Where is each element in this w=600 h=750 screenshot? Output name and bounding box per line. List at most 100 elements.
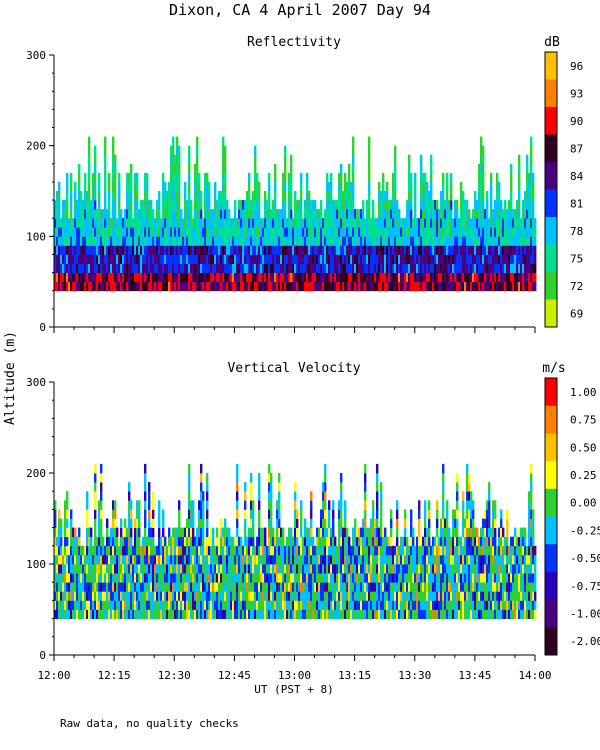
data-cell [302, 245, 305, 255]
data-cell [178, 564, 181, 574]
data-cell [282, 573, 285, 583]
data-cell [212, 245, 215, 255]
data-cell [292, 281, 295, 292]
data-cell [344, 191, 347, 201]
data-cell [116, 545, 119, 556]
data-cell [258, 527, 261, 538]
data-cell [344, 500, 347, 510]
data-cell [56, 582, 59, 592]
data-cell [420, 200, 423, 210]
data-cell [70, 527, 73, 538]
data-cell [274, 545, 277, 556]
data-cell [182, 272, 185, 283]
data-cell [200, 227, 203, 237]
data-cell [366, 263, 369, 273]
data-cell [96, 236, 99, 246]
data-cell [152, 272, 155, 283]
data-cell [268, 227, 271, 237]
data-cell [382, 218, 385, 228]
data-cell [312, 582, 315, 592]
data-cell [120, 281, 123, 292]
data-cell [222, 245, 225, 255]
data-cell [314, 245, 317, 255]
data-cell [148, 545, 151, 556]
data-cell [108, 600, 111, 610]
data-cell [102, 573, 105, 583]
data-cell [140, 218, 143, 228]
data-cell [60, 545, 63, 556]
data-cell [152, 573, 155, 583]
data-cell [198, 181, 201, 192]
data-cell [272, 263, 275, 273]
data-cell [156, 609, 159, 619]
data-cell [126, 227, 129, 237]
data-cell [172, 591, 175, 601]
data-cell [222, 218, 225, 228]
data-cell [274, 272, 277, 283]
data-cell [228, 236, 231, 246]
data-cell [144, 573, 147, 583]
data-cell [260, 609, 263, 619]
data-cell [304, 209, 307, 219]
data-cell [490, 191, 493, 201]
data-cell [78, 245, 81, 255]
data-cell [178, 281, 181, 292]
data-cell [404, 609, 407, 619]
data-cell [214, 281, 217, 292]
data-cell [232, 554, 235, 565]
data-cell [172, 172, 175, 183]
data-cell [478, 200, 481, 210]
data-cell [282, 236, 285, 246]
data-cell [272, 209, 275, 219]
data-cell [174, 281, 177, 292]
data-cell [98, 564, 101, 574]
data-cell [300, 573, 303, 583]
data-cell [260, 263, 263, 273]
data-cell [174, 200, 177, 210]
data-cell [134, 245, 137, 255]
data-cell [112, 500, 115, 510]
data-cell [108, 263, 111, 273]
data-cell [78, 263, 81, 273]
data-cell [236, 536, 239, 547]
data-cell [470, 218, 473, 228]
data-cell [238, 554, 241, 565]
data-cell [336, 564, 339, 574]
data-cell [164, 564, 167, 574]
data-cell [58, 254, 61, 264]
data-cell [478, 281, 481, 292]
data-cell [138, 272, 141, 283]
data-cell [364, 245, 367, 255]
data-cell [206, 609, 209, 619]
data-cell [332, 600, 335, 610]
data-cell [190, 254, 193, 264]
data-cell [80, 591, 83, 601]
data-cell [238, 564, 241, 574]
data-cell [66, 281, 69, 292]
data-cell [406, 573, 409, 583]
data-cell [338, 600, 341, 610]
data-cell [272, 236, 275, 246]
data-cell [134, 591, 137, 601]
data-cell [136, 536, 139, 547]
data-cell [302, 600, 305, 610]
data-cell [480, 145, 483, 156]
data-cell [442, 473, 445, 483]
data-cell [250, 263, 253, 273]
data-cell [200, 263, 203, 273]
data-cell [428, 564, 431, 574]
data-cell [202, 254, 205, 264]
data-cell [390, 527, 393, 538]
data-cell [310, 491, 313, 501]
data-cell [96, 591, 99, 601]
data-cell [246, 554, 249, 565]
data-cell [406, 591, 409, 601]
data-cell [162, 236, 165, 246]
data-cell [226, 227, 229, 237]
y-tick-label: 200 [26, 140, 46, 153]
data-cell [430, 591, 433, 601]
data-cell [406, 200, 409, 210]
data-cell [240, 609, 243, 619]
data-cell [226, 200, 229, 210]
data-cell [56, 191, 59, 201]
